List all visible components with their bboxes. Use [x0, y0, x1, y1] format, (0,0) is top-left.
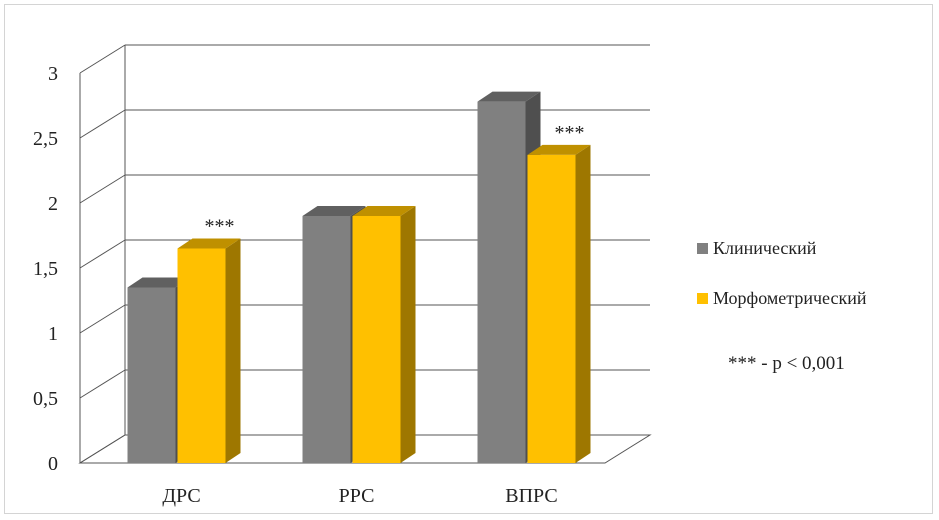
significance-marker: ***	[555, 122, 585, 144]
chart-floor	[78, 434, 652, 464]
gridline-side-3	[79, 239, 126, 269]
bar-top-1-0	[177, 238, 241, 249]
y-tick-label: 1,5	[33, 258, 58, 280]
legend-item-morphometric: Морфометрический	[697, 286, 866, 310]
bar-0-1	[302, 216, 351, 463]
significance-note: *** - p < 0,001	[728, 353, 845, 374]
gridline-side-4	[79, 174, 126, 204]
bar-side-1-0	[225, 238, 241, 463]
y-tick-label: 2	[48, 193, 58, 215]
y-tick-label: 2,5	[33, 128, 58, 150]
gridline-side-2	[79, 304, 126, 334]
bar-0-2	[477, 101, 526, 463]
bar-1-2	[527, 154, 576, 463]
legend-label-clinical: Клинический	[713, 237, 817, 258]
y-tick-label: 1	[48, 323, 58, 345]
gridline-side-5	[79, 109, 126, 139]
bar-top-0-1	[302, 206, 366, 216]
gridline-side-6	[79, 44, 126, 74]
y-tick-label: 0,5	[33, 388, 58, 410]
legend-label-morphometric: Морфометрический	[713, 287, 867, 308]
bar-top-0-0	[127, 277, 191, 288]
gridline-side-1	[79, 369, 126, 399]
legend-swatch-morphometric	[697, 292, 708, 304]
x-tick-label: ВПРС	[505, 485, 558, 507]
bar-1-0	[177, 248, 226, 463]
bar-top-1-1	[352, 206, 416, 216]
chart-frame	[4, 4, 933, 514]
legend-item-clinical: Клинический	[697, 236, 816, 260]
x-tick-label: РРС	[339, 485, 375, 507]
bar-top-0-2	[477, 91, 541, 102]
bar-1-1	[352, 216, 401, 463]
x-tick-label: ДРС	[162, 485, 200, 507]
bar-top-1-2	[527, 144, 591, 155]
bar-side-1-1	[400, 206, 416, 463]
y-tick-label: 3	[48, 63, 58, 85]
legend-swatch-clinical	[697, 242, 708, 254]
significance-marker: ***	[205, 216, 235, 238]
bar-0-0	[127, 287, 176, 463]
bar-side-1-2	[575, 144, 591, 463]
y-tick-label: 0	[48, 453, 58, 475]
